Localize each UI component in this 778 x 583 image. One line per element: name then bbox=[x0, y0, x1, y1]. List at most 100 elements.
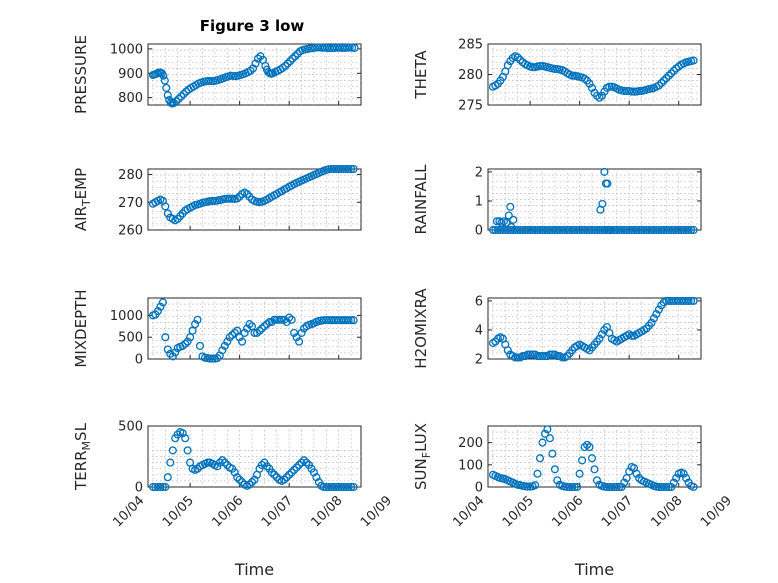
data-point bbox=[598, 199, 607, 208]
data-point bbox=[627, 331, 636, 340]
data-point bbox=[208, 196, 217, 205]
y-tick-label: 0 bbox=[135, 481, 143, 496]
data-point bbox=[528, 63, 537, 72]
figure-title: Figure 3 low bbox=[200, 17, 305, 35]
data-point bbox=[587, 225, 597, 235]
x-tick-label: 10/05 bbox=[160, 493, 197, 530]
data-point bbox=[649, 314, 658, 323]
data-point bbox=[168, 446, 177, 455]
data-point bbox=[181, 434, 190, 443]
data-point bbox=[604, 225, 613, 235]
data-point bbox=[349, 316, 358, 325]
data-point bbox=[687, 296, 696, 305]
data-point bbox=[161, 482, 170, 492]
y-axis-label-theta: THETA bbox=[412, 50, 430, 100]
data-point bbox=[531, 481, 540, 490]
data-point bbox=[250, 328, 259, 337]
data-point bbox=[229, 71, 238, 81]
data-point bbox=[267, 468, 276, 477]
x-tick-label: 10/09 bbox=[698, 493, 735, 530]
data-point bbox=[580, 443, 589, 452]
data-point bbox=[620, 225, 629, 235]
y-tick-label: 0 bbox=[475, 224, 483, 239]
data-point bbox=[664, 482, 673, 492]
data-point bbox=[538, 352, 547, 361]
data-point bbox=[620, 86, 629, 96]
data-point bbox=[191, 320, 200, 329]
data-point bbox=[603, 179, 612, 188]
data-point bbox=[295, 337, 304, 346]
data-point bbox=[595, 93, 604, 102]
data-point bbox=[225, 333, 234, 342]
data-point bbox=[620, 478, 629, 487]
y-axis-label-mixdepth: MIXDEPTH bbox=[72, 289, 90, 367]
y-tick-label: 500 bbox=[118, 420, 143, 435]
data-point bbox=[507, 223, 516, 232]
data-point bbox=[506, 202, 515, 211]
series-theta bbox=[488, 52, 698, 102]
data-point bbox=[309, 468, 318, 477]
data-point bbox=[526, 350, 535, 359]
grid-air-temp bbox=[148, 169, 361, 230]
y-tick-label: 900 bbox=[118, 67, 143, 82]
data-point bbox=[245, 320, 254, 329]
data-point bbox=[253, 54, 263, 63]
data-point bbox=[533, 352, 542, 361]
data-point bbox=[344, 316, 353, 325]
data-point bbox=[585, 443, 594, 452]
data-point bbox=[178, 341, 187, 350]
data-point bbox=[156, 482, 165, 492]
data-point bbox=[347, 316, 356, 325]
data-point bbox=[647, 318, 656, 327]
data-point bbox=[509, 215, 518, 224]
y-tick-label: 100 bbox=[458, 458, 483, 473]
subplot-h2omixra: 2 4 6 H2OMIXRA bbox=[412, 288, 702, 369]
data-point bbox=[630, 87, 639, 96]
data-point bbox=[247, 478, 257, 487]
data-point bbox=[550, 465, 559, 474]
data-point bbox=[533, 469, 542, 478]
data-point bbox=[617, 225, 626, 235]
data-point bbox=[158, 298, 167, 307]
data-point bbox=[585, 225, 594, 235]
data-point bbox=[183, 337, 192, 346]
y-tick-label: 280 bbox=[458, 68, 483, 83]
x-tick-label: 10/07 bbox=[259, 493, 296, 530]
data-point bbox=[639, 225, 649, 235]
data-point bbox=[246, 66, 255, 75]
data-point bbox=[654, 81, 663, 90]
data-point bbox=[213, 354, 222, 363]
data-point bbox=[302, 458, 311, 467]
data-point bbox=[333, 43, 342, 52]
data-point bbox=[600, 167, 609, 176]
data-point bbox=[590, 465, 599, 474]
data-point bbox=[288, 54, 297, 63]
data-point bbox=[218, 346, 227, 355]
data-point bbox=[322, 316, 331, 325]
data-point bbox=[516, 55, 525, 64]
data-point bbox=[230, 468, 239, 477]
data-point bbox=[652, 309, 661, 319]
y-axis-label-terr-msl: TERRMSL bbox=[72, 422, 93, 491]
data-point bbox=[553, 225, 562, 235]
data-point bbox=[635, 86, 644, 96]
data-point bbox=[684, 296, 693, 305]
data-point bbox=[573, 482, 582, 492]
data-point bbox=[555, 225, 564, 235]
data-point bbox=[290, 465, 299, 474]
x-tick-label: 10/08 bbox=[648, 493, 685, 530]
data-point bbox=[282, 317, 291, 327]
data-point bbox=[282, 473, 291, 482]
data-point bbox=[163, 91, 172, 100]
data-point bbox=[285, 313, 294, 322]
data-point bbox=[342, 482, 351, 492]
data-point bbox=[297, 328, 306, 337]
data-point bbox=[181, 339, 190, 348]
x-tick-label: 10/08 bbox=[308, 493, 345, 530]
data-point bbox=[160, 76, 169, 85]
grid-sun-flux bbox=[488, 426, 701, 487]
data-point bbox=[689, 225, 698, 235]
data-point bbox=[332, 316, 341, 325]
y-tick-label: 270 bbox=[118, 196, 143, 211]
data-point bbox=[543, 425, 552, 434]
